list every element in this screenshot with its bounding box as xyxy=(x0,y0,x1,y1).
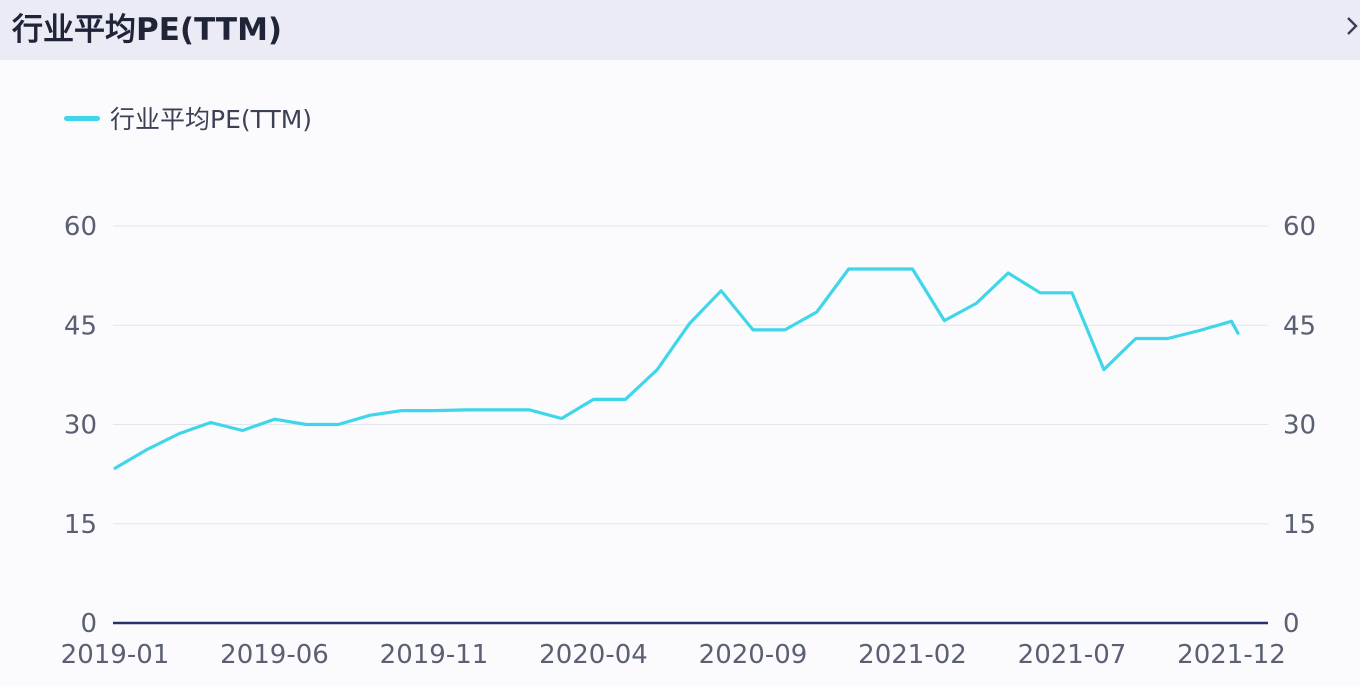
x-tick-label: 2019-01 xyxy=(61,640,170,670)
chart-panel xyxy=(0,60,1360,686)
y-tick-label-left: 45 xyxy=(64,311,97,341)
legend-swatch xyxy=(64,115,100,121)
page-title: 行业平均PE(TTM) xyxy=(12,12,283,48)
y-tick-label-right: 45 xyxy=(1283,311,1316,341)
x-tick-label: 2021-07 xyxy=(1018,640,1127,670)
y-tick-label-left: 0 xyxy=(80,609,97,639)
title-bar: 行业平均PE(TTM) xyxy=(0,0,1360,60)
x-tick-label: 2021-12 xyxy=(1177,640,1286,670)
series-line xyxy=(113,267,1240,470)
x-tick-label: 2020-04 xyxy=(539,640,648,670)
legend-label: 行业平均PE(TTM) xyxy=(110,105,313,134)
y-tick-label-right: 0 xyxy=(1283,609,1300,639)
y-tick-label-left: 15 xyxy=(64,510,97,540)
x-tick-label: 2019-11 xyxy=(380,640,489,670)
y-tick-label-right: 15 xyxy=(1283,510,1316,540)
x-tick-label: 2020-09 xyxy=(699,640,808,670)
y-tick-label-left: 60 xyxy=(64,212,97,242)
chevron-right-icon[interactable] xyxy=(1344,12,1360,40)
chart-legend[interactable]: 行业平均PE(TTM) xyxy=(64,101,312,135)
x-tick-label: 2019-06 xyxy=(220,640,329,670)
y-tick-label-right: 60 xyxy=(1283,212,1316,242)
y-tick-label-left: 30 xyxy=(64,411,97,441)
x-tick-label: 2021-02 xyxy=(858,640,967,670)
y-tick-label-right: 30 xyxy=(1283,411,1316,441)
